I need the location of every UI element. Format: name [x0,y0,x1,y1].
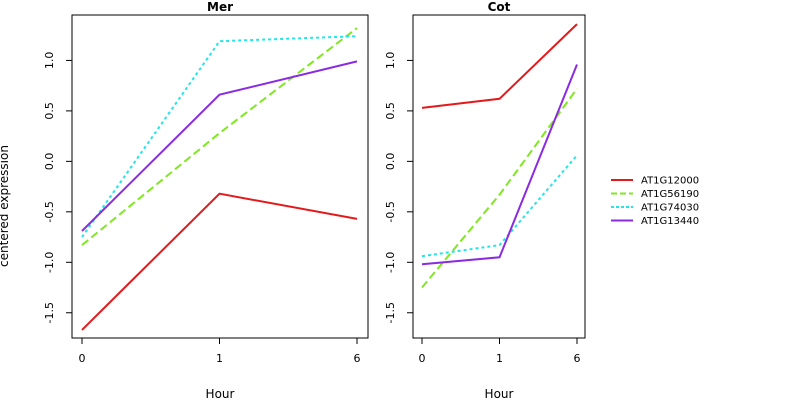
legend-label: AT1G74030 [641,203,699,214]
legend: AT1G12000 AT1G56190 AT1G74030 AT1G13440 [611,176,699,227]
y-tick-label: -0.5 [43,201,56,222]
legend-label: AT1G56190 [641,189,699,200]
y-tick-label: -1.0 [43,252,56,273]
x-axis-label: Hour [485,387,514,400]
series-line-at1g56190 [421,88,578,289]
legend-item: AT1G12000 [611,176,699,187]
y-tick-label: 1.0 [43,52,56,70]
x-tick-label: 6 [354,352,361,365]
y-tick-label: -1.5 [384,302,397,323]
series-line-at1g13440 [81,60,358,232]
y-tick-label: 0.5 [43,102,56,120]
series-line-at1g12000 [421,23,578,109]
series-line-at1g13440 [421,64,578,266]
y-tick-label: 0.5 [384,102,397,120]
panel-title: Mer [207,0,233,14]
legend-item: AT1G74030 [611,203,699,214]
x-axis-label: Hour [206,387,235,400]
panel-cot: Cot -1.5 -1.0 -0.5 0.0 0.5 1.0 0 1 6 Hour [384,0,586,400]
y-tick-label: -1.5 [43,302,56,323]
x-tick-label: 0 [419,352,426,365]
x-tick-label: 6 [574,352,581,365]
y-tick-label: 1.0 [384,52,397,70]
series-line-at1g12000 [81,192,358,331]
series-line-at1g74030 [421,154,578,258]
y-tick-label: -1.0 [384,252,397,273]
x-tick-label: 0 [79,352,86,365]
chart-panels: Mer -1.5 -1.0 -0.5 0.0 0.5 1.0 0 1 6 Hour Cot -1.5 -1… [43,0,586,400]
y-tick-label: 0.0 [384,153,397,171]
x-tick-label: 1 [216,352,223,365]
legend-label: AT1G13440 [641,216,699,227]
y-tick-label: -0.5 [384,201,397,222]
legend-label: AT1G12000 [641,176,699,187]
x-tick-label: 1 [496,352,503,365]
y-axis-label: centered expression [0,145,11,267]
panel-mer: Mer -1.5 -1.0 -0.5 0.0 0.5 1.0 0 1 6 Hour [43,0,369,400]
y-tick-label: 0.0 [43,153,56,171]
series-line-at1g74030 [81,35,358,238]
plot-frame [71,14,369,339]
legend-item: AT1G13440 [611,216,699,227]
series-line-at1g56190 [81,27,358,246]
legend-item: AT1G56190 [611,189,699,200]
panel-title: Cot [488,0,511,14]
